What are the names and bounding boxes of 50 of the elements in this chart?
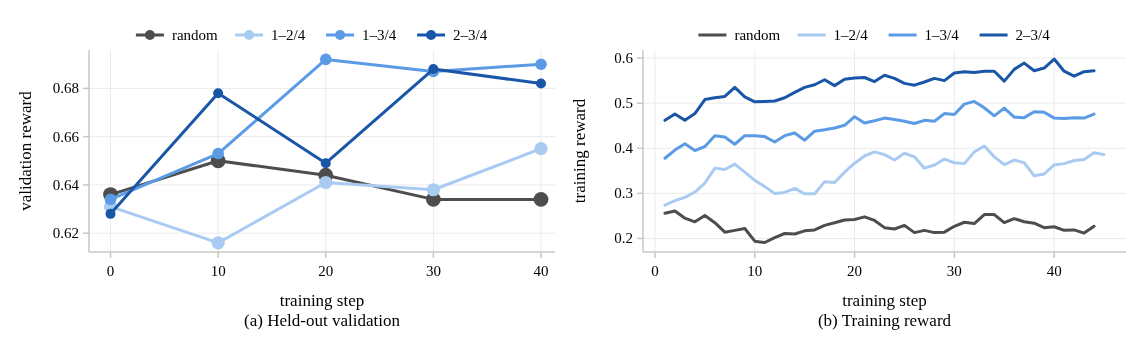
x-tick-label: 20 [318, 263, 334, 279]
x-tick-label: 0 [106, 263, 115, 279]
legend-label: 1–3/4 [362, 27, 397, 43]
y-tick-label: 0.62 [52, 225, 79, 242]
y-tick-label: 0.64 [52, 176, 80, 193]
x-tick-label: 30 [946, 263, 962, 279]
x-tick-label: 30 [425, 263, 441, 279]
y-tick-label: 0.66 [52, 128, 80, 145]
point [536, 78, 547, 89]
line-series [663, 144, 1106, 207]
x-tick-label: 0 [651, 263, 659, 279]
y-axis-title: training reward [570, 98, 589, 204]
legend-label: 2–3/4 [1015, 27, 1051, 43]
y-tick-label: 0.68 [52, 80, 79, 97]
y-tick-label: 0.2 [614, 230, 633, 247]
point [213, 88, 224, 99]
x-tick-label: 10 [747, 263, 763, 279]
x-tick-label: 10 [210, 263, 226, 279]
y-tick-label: 0.4 [614, 140, 634, 157]
y-tick-label: 0.5 [614, 95, 633, 112]
x-tick-label: 40 [533, 263, 549, 279]
y-tick-label: 0.6 [614, 50, 634, 67]
point [211, 236, 225, 250]
legend-label: 1–2/4 [271, 27, 306, 43]
text: (a) Held-out validation [244, 311, 401, 330]
x-tick-label: 20 [847, 263, 863, 279]
point [319, 175, 333, 190]
legend-label: 1–3/4 [924, 27, 960, 43]
point [105, 208, 116, 219]
point [104, 193, 117, 206]
point [320, 158, 331, 169]
point [319, 53, 332, 66]
point [534, 142, 548, 156]
legend-label: random [171, 27, 219, 43]
x-tick-label: 40 [1046, 263, 1062, 279]
x-axis-title: training step [842, 291, 927, 310]
y-axis-title: validation reward [16, 90, 35, 211]
line-series [663, 209, 1096, 245]
point [535, 58, 547, 71]
y-tick-label: 0.3 [614, 185, 633, 202]
point [533, 191, 549, 207]
line-series [663, 57, 1096, 122]
text: (b) Training reward [817, 311, 952, 330]
legend-label: 1–2/4 [833, 27, 869, 43]
point [426, 183, 440, 197]
point [212, 147, 224, 160]
line-series [663, 99, 1096, 160]
x-axis-title: training step [279, 291, 365, 310]
legend-label: 2–3/4 [453, 27, 488, 43]
legend-label: random [734, 27, 781, 43]
